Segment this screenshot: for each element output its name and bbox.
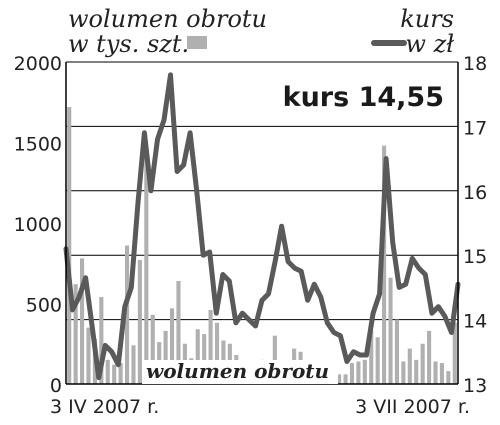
volume-bar [356, 361, 361, 384]
x-axis-ticks: 3 IV 2007 r. 3 VII 2007 r. [50, 396, 470, 418]
volume-bar [73, 284, 78, 384]
left-tick-label: 0 [50, 375, 62, 397]
volume-bar [349, 363, 355, 384]
volume-bar [86, 327, 91, 384]
volume-bar [131, 345, 136, 384]
left-tick-label: 1500 [14, 134, 62, 156]
right-tick-label: 13 [463, 375, 487, 397]
volume-bar [208, 309, 213, 384]
left-tick-label: 2000 [14, 53, 62, 75]
volume-bar [105, 359, 110, 384]
volume-bar [150, 314, 155, 384]
volume-bar [118, 363, 123, 384]
price-line-group [63, 72, 461, 381]
volume-bar [176, 280, 181, 384]
volume-bar [272, 335, 277, 384]
right-tick-label: 14 [463, 311, 487, 333]
volume-bar [163, 330, 168, 384]
volume-bar [401, 361, 406, 384]
volume-bar [169, 308, 175, 384]
volume-bar [80, 258, 85, 384]
volume-bar [99, 297, 104, 384]
volume-bar [439, 363, 444, 384]
volume-bar [407, 348, 412, 384]
volume-bar [112, 364, 117, 384]
volume-bar [202, 334, 207, 384]
volume-bar [144, 147, 149, 384]
volume-bars [67, 107, 457, 384]
x-tick-label: 3 VII 2007 r. [355, 396, 470, 418]
left-axis-ticks: 0 500 1000 1500 2000 [14, 53, 62, 397]
volume-bar [382, 145, 387, 384]
left-tick-label: 1000 [14, 214, 62, 236]
volume-bar [214, 322, 220, 384]
right-axis-ticks: 13 14 15 16 17 18 [463, 53, 487, 397]
inner-label-background [142, 360, 338, 384]
legend-price-line2: w zł [405, 30, 454, 58]
volume-bar [137, 260, 142, 384]
volume-bar [369, 330, 374, 384]
left-tick-label: 500 [26, 295, 62, 317]
inner-label-volume: wolumen obrotu [146, 359, 329, 383]
volume-bar [337, 374, 342, 384]
volume-bar [446, 371, 451, 384]
legend-volume-line2: w tys. szt. [68, 30, 189, 58]
volume-bar [414, 359, 419, 384]
volume-bar [343, 374, 348, 384]
volume-bar [195, 329, 200, 384]
volume-bar [375, 337, 380, 384]
volume-bar [67, 107, 72, 384]
right-tick-label: 17 [463, 117, 487, 139]
legend-volume-line1: wolumen obrotu [68, 5, 267, 33]
volume-bar [427, 330, 432, 384]
volume-bar [420, 343, 425, 384]
right-tick-label: 18 [463, 53, 487, 75]
volume-bar [433, 361, 438, 384]
price-line [63, 72, 461, 381]
legend-price-line1: kurs [400, 5, 454, 33]
callout-background [292, 72, 450, 120]
right-tick-label: 16 [463, 182, 487, 204]
volume-bar [362, 359, 367, 384]
volume-bar [388, 277, 393, 384]
volume-bar [452, 322, 457, 384]
legend-volume-swatch [187, 36, 207, 49]
x-tick-label: 3 IV 2007 r. [50, 396, 159, 418]
volume-bar [394, 319, 400, 384]
right-tick-label: 15 [463, 246, 487, 268]
volume-bar [124, 245, 130, 384]
callout-last-price: kurs 14,55 [283, 82, 444, 113]
